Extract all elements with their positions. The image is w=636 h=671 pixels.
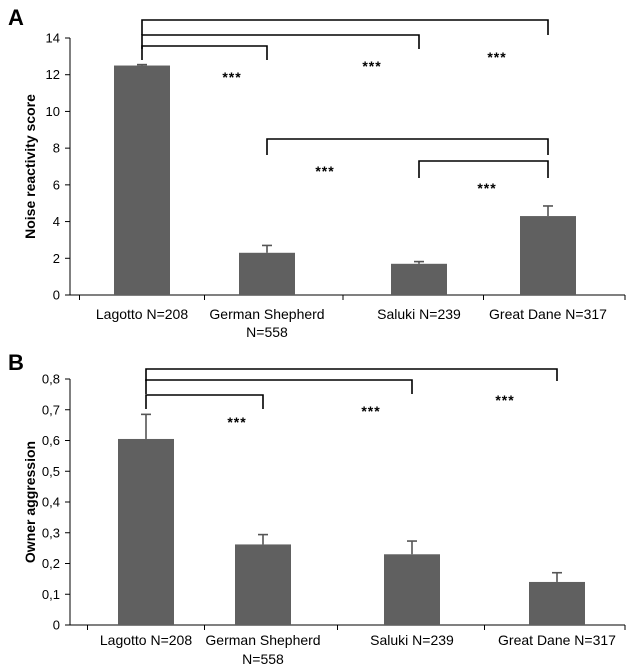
panel-a-significance-label: *** [487,49,506,65]
panel-a-ytick-label: 4 [53,214,60,229]
panel-b-ytick-label: 0,5 [42,464,60,479]
panel-a-significance-bracket [142,20,548,35]
panel-a-category-label: Great Dane N=317 [489,306,607,322]
panel-b-significance-label: *** [361,403,380,419]
panel-b-bar-1 [118,439,174,625]
panel-a-significance-label: *** [477,180,496,196]
panel-b-ytick-label: 0,4 [42,495,60,510]
panel-b-letter: B [8,350,24,375]
panel-b-significance-bracket [146,380,412,394]
panel-a-bar-2 [239,253,295,295]
panel-a-ytick-label: 6 [53,177,60,192]
panel-b-bar-4 [529,582,585,625]
panel-b-y-axis-label: Owner aggression [22,441,38,563]
panel-a-significance-bracket [142,46,267,60]
panel-a-significance-bracket [267,139,548,155]
panel-b-ytick-label: 0,8 [42,372,60,387]
panel-b-bar-2 [235,544,291,625]
panel-b-ytick-label: 0,1 [42,587,60,602]
panel-b-category-label: Great Dane N=317 [498,632,616,648]
panel-a-bar-4 [520,216,576,295]
panel-a-significance-label: *** [362,58,381,74]
panel-b-ytick-label: 0,6 [42,433,60,448]
panel-a-ytick-label: 12 [46,67,60,82]
panel-a-bar-1 [114,66,170,295]
panel-b-significance-label: *** [495,392,514,408]
panel-a-category-label: Saluki N=239 [377,306,461,322]
panel-a-ytick-label: 2 [53,251,60,266]
panel-b-ytick-label: 0,2 [42,556,60,571]
panel-b-ytick-label: 0,3 [42,525,60,540]
panel-a-significance-bracket [419,161,548,178]
panel-a-category-label: German Shepherd [209,306,324,322]
panel-b-category-label: Lagotto N=208 [100,632,192,648]
panel-a-bar-3 [391,264,447,295]
panel-a-category-label: Lagotto N=208 [96,306,188,322]
panel-a-letter: A [8,5,24,30]
panel-a-significance-label: *** [315,163,334,179]
panel-a-ytick-label: 8 [53,141,60,156]
panel-a-category-label: N=558 [246,324,288,340]
panel-a-ytick-label: 14 [46,31,60,46]
panel-b-ytick-label: 0,7 [42,402,60,417]
panel-a-significance-bracket [142,35,419,49]
panel-a-y-axis-label: Noise reactivity score [22,94,38,239]
panel-b-bar-3 [384,554,440,625]
panel-b-category-label: German Shepherd [205,632,320,648]
panel-a-ytick-label: 10 [46,104,60,119]
panel-b-category-label: N=558 [242,651,284,667]
panel-a-significance-label: *** [222,69,241,85]
panel-b-category-label: Saluki N=239 [370,632,454,648]
panel-b-significance-label: *** [227,414,246,430]
panel-b-ytick-label: 0 [53,618,60,633]
panel-b-significance-bracket [146,395,263,409]
panel-a-ytick-label: 0 [53,288,60,303]
